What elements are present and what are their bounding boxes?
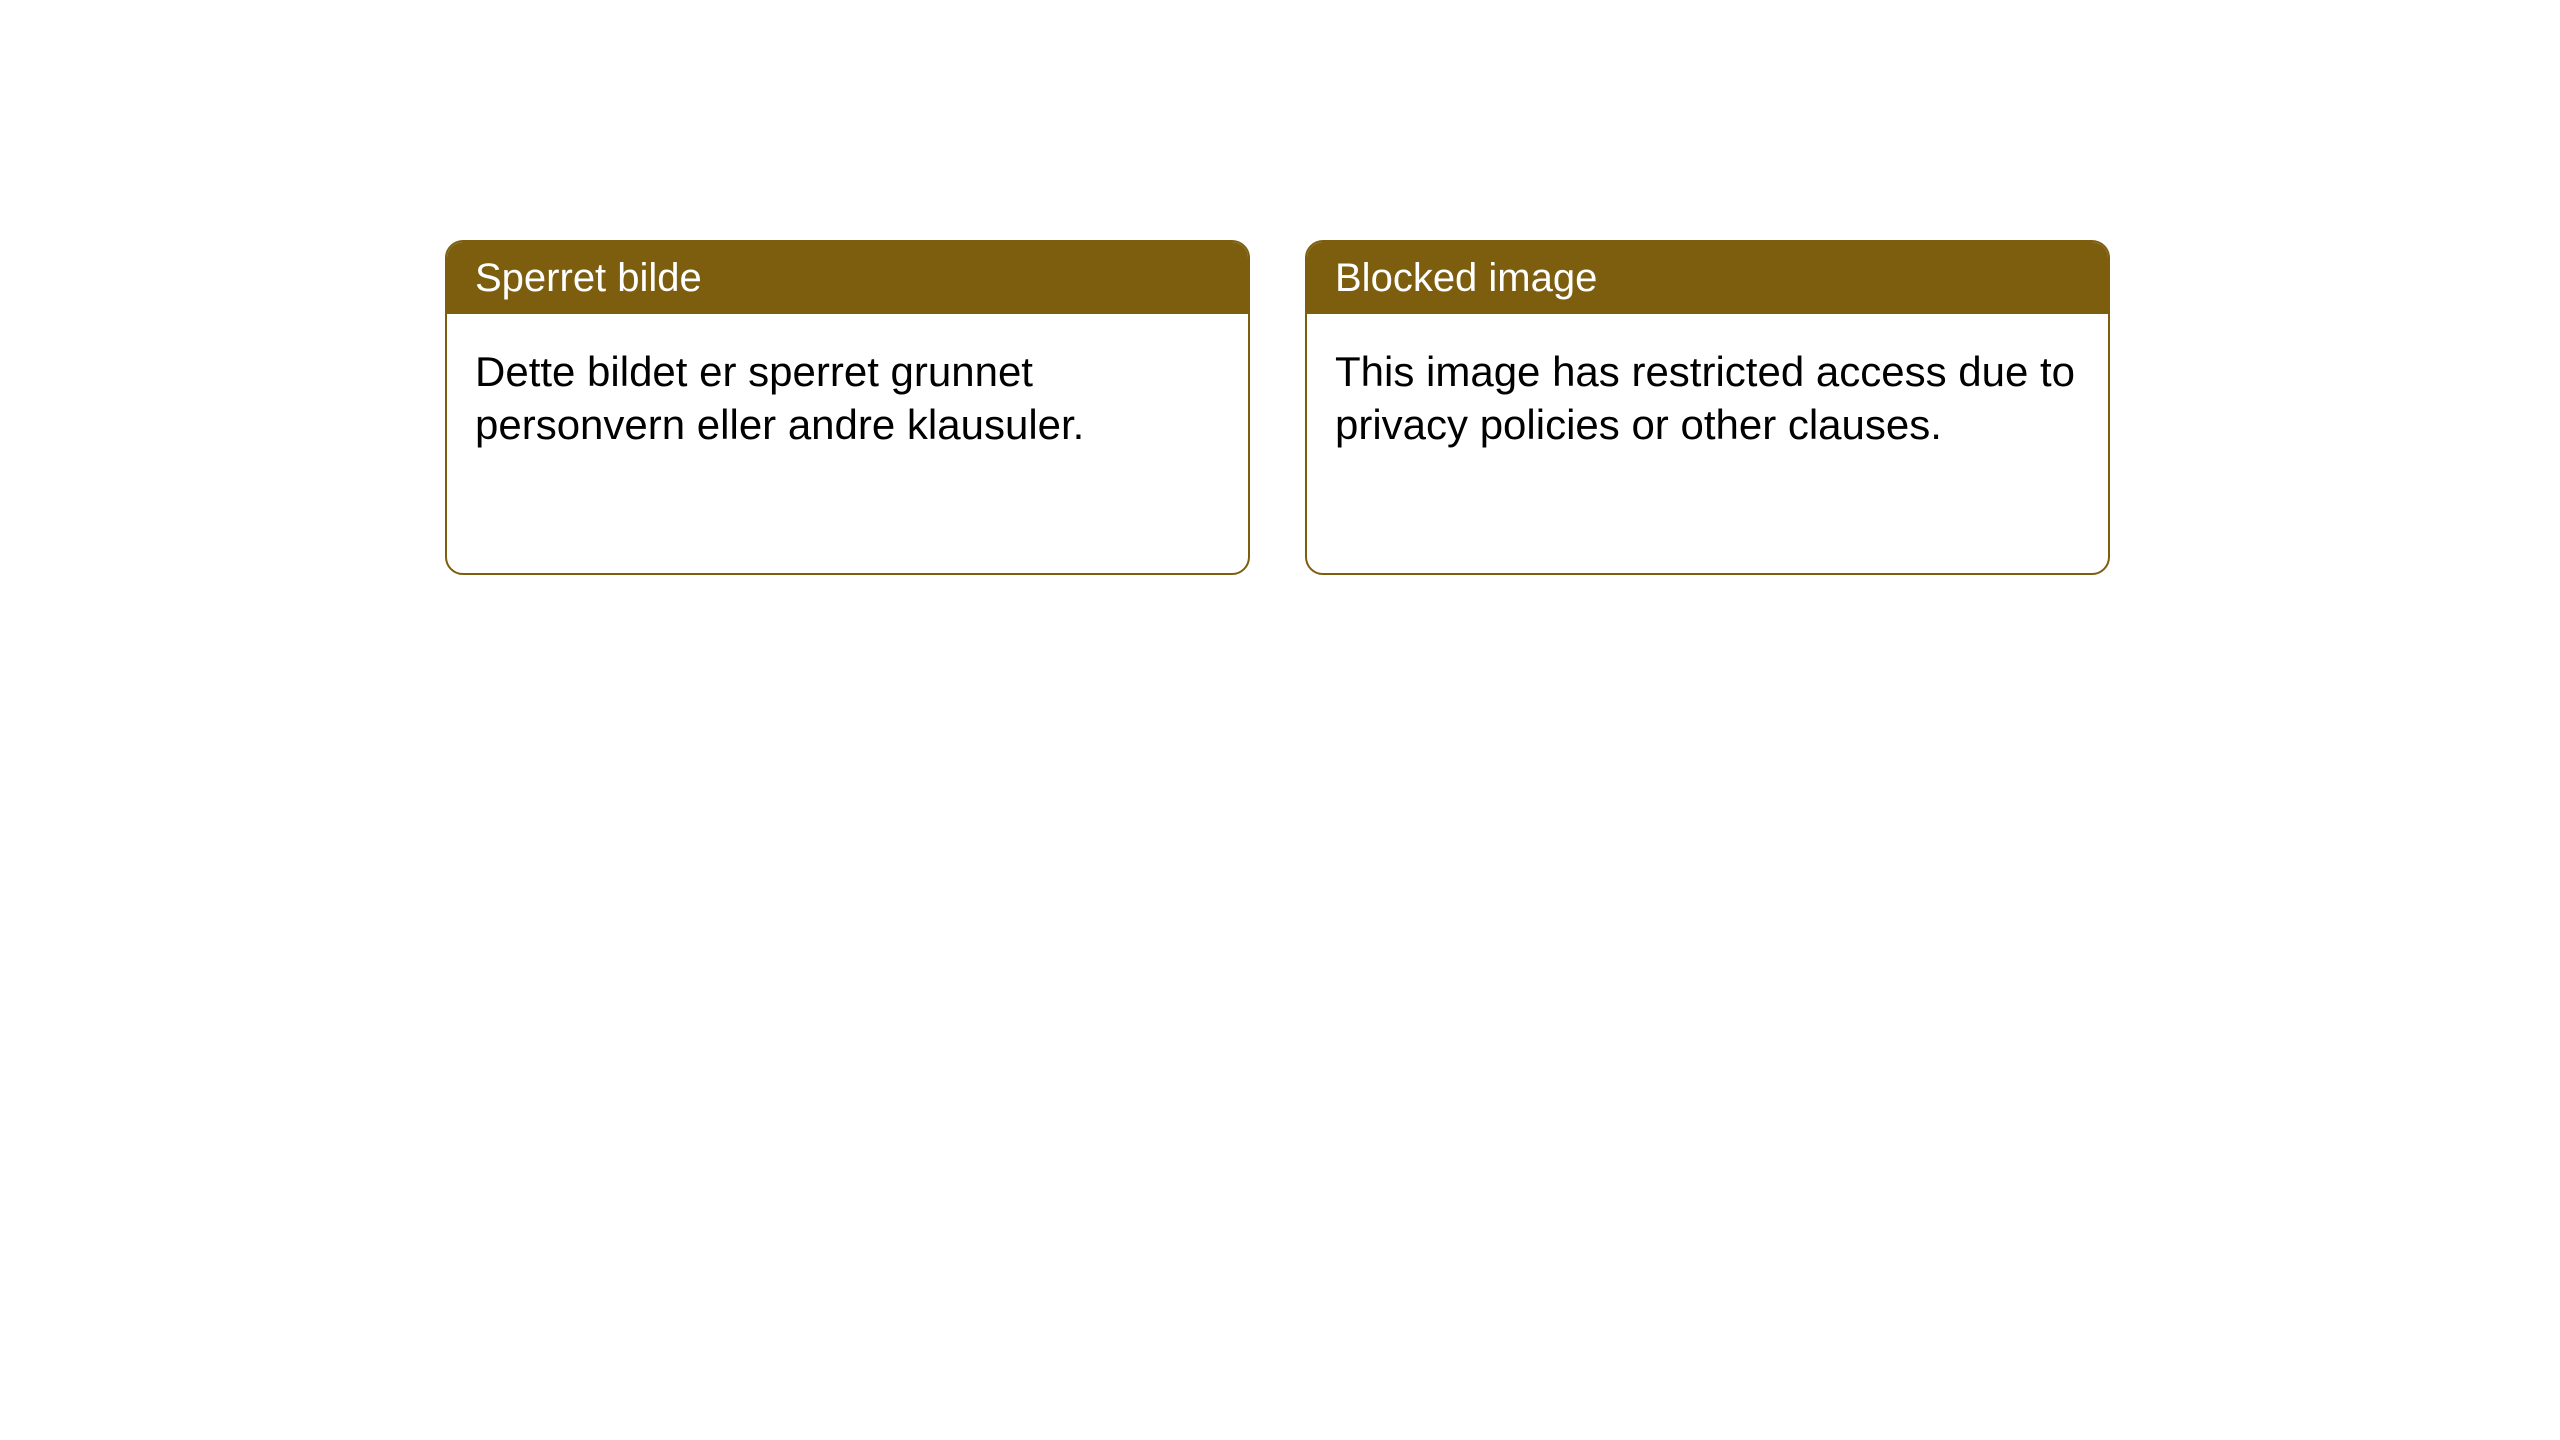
notice-header: Sperret bilde (447, 242, 1248, 314)
notice-box-english: Blocked image This image has restricted … (1305, 240, 2110, 575)
notice-body: This image has restricted access due to … (1307, 314, 2108, 483)
notice-container: Sperret bilde Dette bildet er sperret gr… (0, 0, 2560, 575)
notice-body: Dette bildet er sperret grunnet personve… (447, 314, 1248, 483)
notice-header: Blocked image (1307, 242, 2108, 314)
notice-box-norwegian: Sperret bilde Dette bildet er sperret gr… (445, 240, 1250, 575)
